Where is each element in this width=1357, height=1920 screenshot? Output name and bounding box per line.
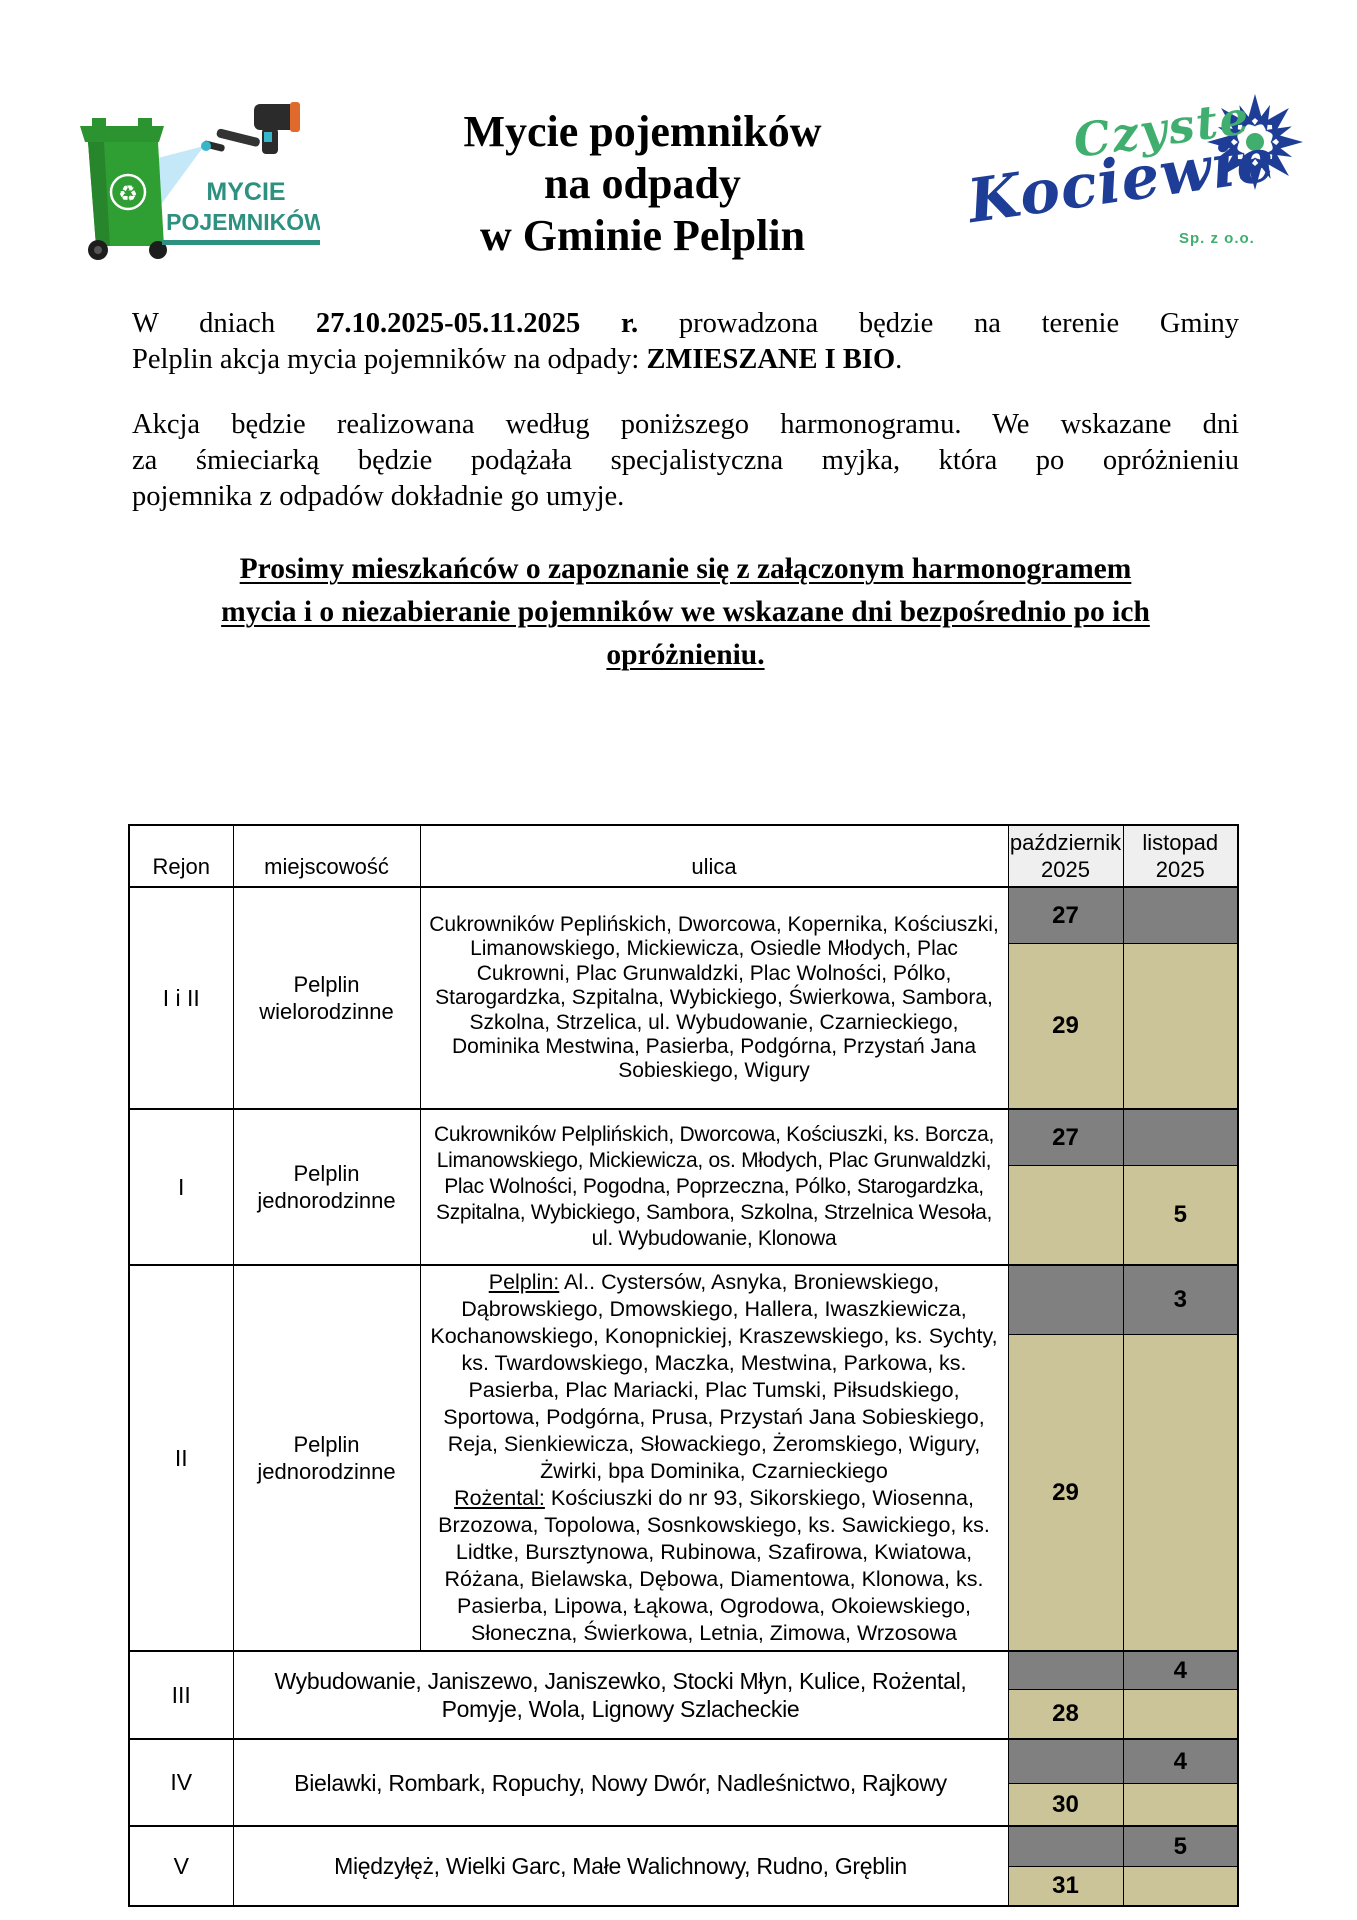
table-subrow: 5: [129, 1164, 1239, 1266]
paragraph-dates-line1: W dniach 27.10.2025-05.11.2025 r. prowad…: [132, 306, 1239, 342]
notice-line: mycia i o niezabieranie pojemników we ws…: [221, 595, 1150, 628]
bin-washing-logo: ♻ MYCIE POJEMNIKÓW: [80, 102, 320, 260]
cell-date-oct: [1007, 1650, 1124, 1690]
table-row: I Pelplin jednorodzinne Cukrowników Pelp…: [128, 1108, 1239, 1266]
title-line3: w Gminie Pelplin: [479, 210, 806, 260]
table-row: II Pelplin jednorodzinne Pelplin: Al.. C…: [128, 1264, 1239, 1652]
street-segment-pelplin: Pelplin: Al.. Cystersów, Asnyka, Broniew…: [430, 1270, 998, 1484]
table-subrow: 28: [129, 1688, 1239, 1740]
brand-suffix: Sp. z o.o.: [1179, 230, 1255, 247]
header-rejon: Rejon: [128, 824, 234, 888]
notice-heading: Prosimy mieszkańców o zapoznanie się z z…: [132, 548, 1239, 676]
cell-ulica: Cukrowników Pelplińskich, Dworcowa, Kośc…: [419, 1108, 1009, 1266]
intro-section: W dniach 27.10.2025-05.11.2025 r. prowad…: [0, 306, 1357, 676]
cell-rejon: V: [128, 1825, 234, 1907]
cell-date-oct: [1007, 1164, 1124, 1266]
cell-date-oct: [1007, 1264, 1124, 1335]
schedule-section: Rejon miejscowość ulica październik 2025…: [0, 824, 1357, 1908]
cell-ulica: Cukrowników Peplińskich, Dworcowa, Koper…: [419, 886, 1009, 1110]
cornflower-icon: [1207, 94, 1303, 190]
czyste-kociewie-logo: Czyste Kociewie Sp. z o.o.: [964, 88, 1313, 266]
cell-area: Międzyłęż, Wielki Garc, Małe Walichnowy,…: [232, 1825, 1009, 1907]
date-range: 27.10.2025-05.11.2025 r.: [315, 308, 639, 339]
notice-line: opróżnieniu.: [606, 638, 765, 671]
table-subrow: 31: [129, 1865, 1239, 1907]
cell-date-nov: [1122, 942, 1239, 1110]
cell-rejon: III: [128, 1650, 234, 1740]
cell-date-oct: [1007, 1738, 1124, 1784]
table-row: I i II Pelplin wielorodzinne Cukrowników…: [128, 886, 1239, 1110]
cell-rejon: IV: [128, 1738, 234, 1827]
cell-date-oct: [1007, 1825, 1124, 1867]
cell-date-nov: [1122, 1782, 1239, 1827]
page-header: ♻ MYCIE POJEMNIKÓW Mycie pojemników na o…: [0, 0, 1357, 266]
cell-rejon: I i II: [128, 886, 234, 1110]
street-segment-rozental: Rożental: Kościuszki do nr 93, Sikorskie…: [438, 1486, 990, 1646]
table-header-row: Rejon miejscowość ulica październik 2025…: [128, 824, 1239, 888]
cell-date-nov: [1122, 1688, 1239, 1740]
text-run: W dniach: [132, 308, 276, 339]
cell-rejon: I: [128, 1108, 234, 1266]
cell-date-nov: [1122, 1865, 1239, 1907]
waste-types: ZMIESZANE I BIO: [646, 343, 896, 375]
text-run: .: [895, 343, 903, 375]
cell-date-oct: 28: [1007, 1688, 1124, 1740]
schedule-table: Rejon miejscowość ulica październik 2025…: [128, 824, 1239, 1908]
paragraph-line: pojemnika z odpadów dokładnie go umyje.: [132, 480, 625, 512]
header-ulica: ulica: [419, 824, 1009, 888]
page-title: Mycie pojemników na odpady w Gminie Pelp…: [320, 88, 965, 262]
table-subrow: 30: [129, 1782, 1239, 1827]
cell-date-nov: 4: [1122, 1738, 1239, 1784]
cell-date-oct: 27: [1007, 1108, 1124, 1166]
text-run: Pelplin akcja mycia pojemników na odpady…: [132, 343, 640, 375]
title-line2: na odpady: [544, 158, 741, 208]
header-miejscowosc: miejscowość: [232, 824, 421, 888]
cell-miejscowosc: Pelplin wielorodzinne: [232, 886, 421, 1110]
table-row: V Międzyłęż, Wielki Garc, Małe Walichnow…: [128, 1825, 1239, 1907]
logo-underline: [162, 240, 320, 245]
cell-date-oct: 29: [1007, 942, 1124, 1110]
text-run: prowadzona będzie na terenie Gminy: [678, 308, 1240, 339]
cell-date-nov: [1122, 1108, 1239, 1166]
table-row: III Wybudowanie, Janiszewo, Janiszewko, …: [128, 1650, 1239, 1740]
paragraph-dates: W dniach 27.10.2025-05.11.2025 r. prowad…: [132, 306, 1239, 377]
header-november: listopad 2025: [1122, 824, 1239, 888]
cell-date-nov: 3: [1122, 1264, 1239, 1335]
paragraph-line: za śmieciarką będzie podążała specjalist…: [132, 444, 1239, 476]
cell-date-oct: 27: [1007, 886, 1124, 944]
cell-date-nov: [1122, 1333, 1239, 1652]
svg-text:♻: ♻: [118, 182, 138, 207]
cell-area: Bielawki, Rombark, Ropuchy, Nowy Dwór, N…: [232, 1738, 1009, 1827]
green-bin-icon: ♻: [80, 118, 167, 260]
cell-miejscowosc: Pelplin jednorodzinne: [232, 1108, 421, 1266]
cell-date-nov: [1122, 886, 1239, 944]
cell-date-oct: 30: [1007, 1782, 1124, 1827]
bin-logo-line2: POJEMNIKÓW: [166, 208, 320, 235]
notice-line: Prosimy mieszkańców o zapoznanie się z z…: [239, 553, 1132, 586]
title-line1: Mycie pojemników: [463, 107, 822, 156]
cell-ulica: Pelplin: Al.. Cystersów, Asnyka, Broniew…: [419, 1264, 1009, 1652]
cell-date-nov: 4: [1122, 1650, 1239, 1690]
cell-rejon: II: [128, 1264, 234, 1652]
paragraph-schedule-info: Akcja będzie realizowana według poniższe…: [132, 407, 1239, 514]
table-subrow: 29: [129, 942, 1239, 1110]
cell-date-nov: 5: [1122, 1825, 1239, 1867]
spray-gun-icon: [201, 102, 300, 154]
table-subrow: 29: [129, 1333, 1239, 1652]
bin-logo-line1: MYCIE: [206, 178, 285, 206]
paragraph-dates-line2: Pelplin akcja mycia pojemników na odpady…: [132, 342, 1239, 378]
paragraph-line: Akcja będzie realizowana według poniższe…: [132, 409, 1239, 441]
cell-date-oct: 31: [1007, 1865, 1124, 1907]
header-october: październik 2025: [1007, 824, 1124, 888]
cell-area: Wybudowanie, Janiszewo, Janiszewko, Stoc…: [232, 1650, 1009, 1740]
cell-miejscowosc: Pelplin jednorodzinne: [232, 1264, 421, 1652]
table-row: IV Bielawki, Rombark, Ropuchy, Nowy Dwór…: [128, 1738, 1239, 1827]
cell-date-nov: 5: [1122, 1164, 1239, 1266]
cell-date-oct: 29: [1007, 1333, 1124, 1652]
